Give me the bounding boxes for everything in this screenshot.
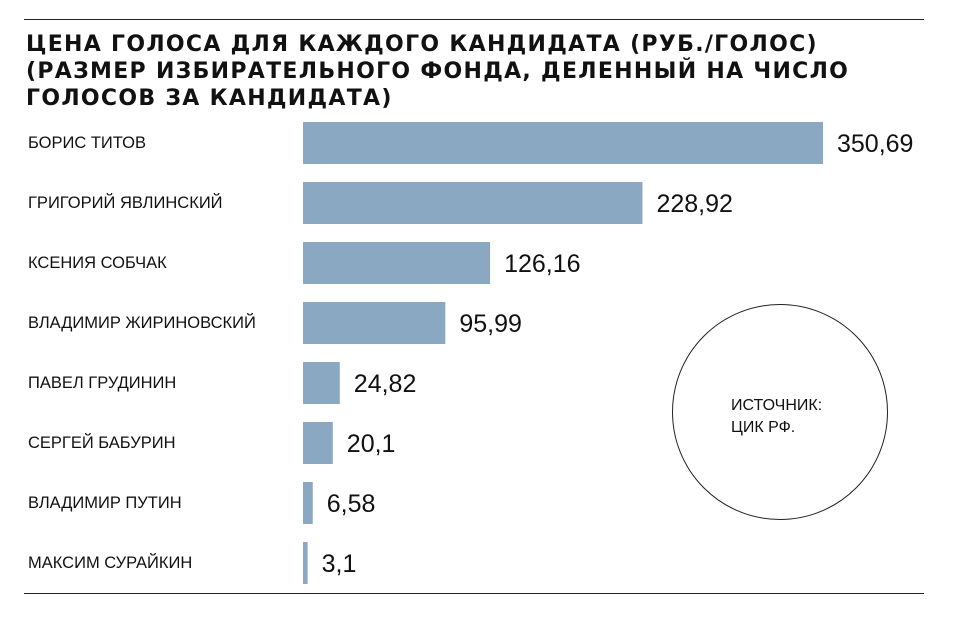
category-label: ПАВЕЛ ГРУДИНИН [28,374,176,392]
value-label: 24,82 [354,370,417,398]
chart-title-line-1: ЦЕНА ГОЛОСА ДЛЯ КАЖДОГО КАНДИДАТА (РУБ./… [26,32,818,57]
category-label: МАКСИМ СУРАЙКИН [28,553,192,572]
bar [303,542,308,584]
source-note: ИСТОЧНИК: ЦИК РФ. [731,395,822,439]
source-circle: ИСТОЧНИК: ЦИК РФ. [672,304,888,520]
category-label: ГРИГОРИЙ ЯВЛИНСКИЙ [28,193,223,212]
bar [303,422,333,464]
chart-title: ЦЕНА ГОЛОСА ДЛЯ КАЖДОГО КАНДИДАТА (РУБ./… [26,31,906,112]
source-label: ИСТОЧНИК: [731,397,823,414]
chart-title-line-3: ГОЛОСОВ ЗА КАНДИДАТА) [26,86,393,111]
value-label: 350,69 [837,130,913,158]
category-label: БОРИС ТИТОВ [28,134,146,152]
value-label: 228,92 [656,190,732,218]
bar [303,302,446,344]
value-label: 126,16 [504,250,580,278]
bar [303,122,823,164]
bar [303,182,643,224]
category-label: ВЛАДИМИР ЖИРИНОВСКИЙ [28,313,256,332]
bar [303,362,340,404]
chart-title-line-2: (РАЗМЕР ИЗБИРАТЕЛЬНОГО ФОНДА, ДЕЛЕННЫЙ Н… [26,59,850,84]
category-label: СЕРГЕЙ БАБУРИН [28,433,176,452]
bar [303,242,491,284]
chart-rows: БОРИС ТИТОВ 350,69 ГРИГОРИЙ ЯВЛИНСКИЙ 228,9… [28,122,913,584]
category-label: КСЕНИЯ СОБЧАК [28,254,167,272]
value-label: 95,99 [459,310,522,338]
category-label: ВЛАДИМИР ПУТИН [28,494,182,512]
bar [303,482,313,524]
top-rule [24,19,924,20]
value-label: 20,1 [347,430,396,458]
bottom-rule [24,593,924,594]
value-label: 6,58 [327,490,376,518]
source-value: ЦИК РФ. [731,419,796,436]
value-label: 3,1 [322,550,357,578]
